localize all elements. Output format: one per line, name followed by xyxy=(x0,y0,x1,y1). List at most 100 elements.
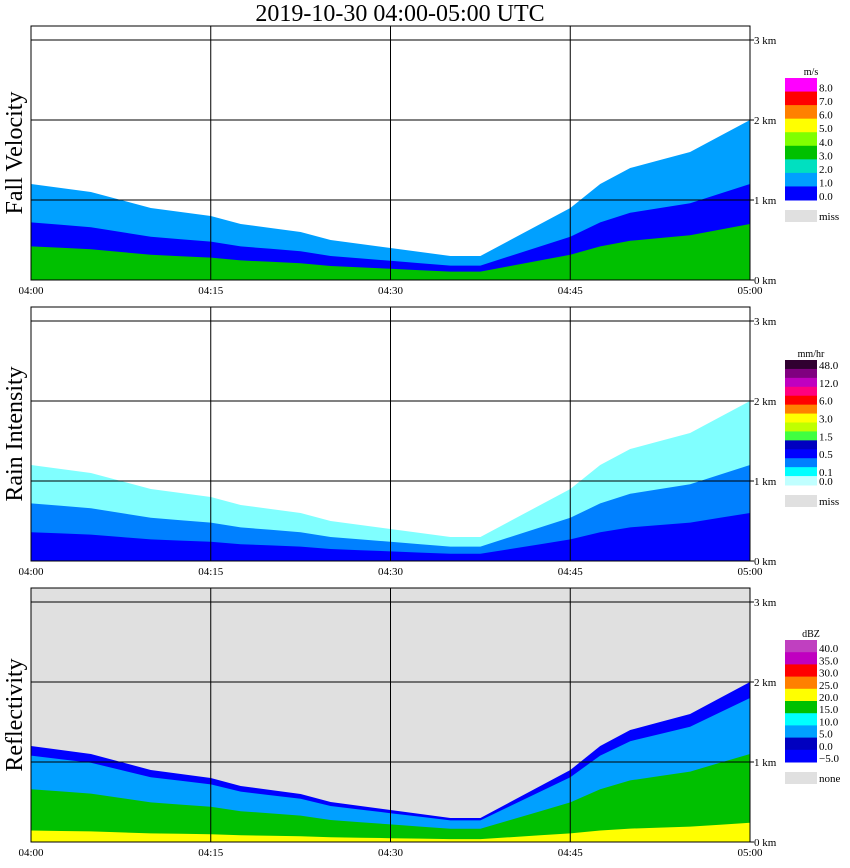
legend-swatch xyxy=(785,467,817,477)
panel-frame xyxy=(30,25,751,281)
x-tick-label: 04:45 xyxy=(558,285,584,297)
legend-label: 4.0 xyxy=(819,137,833,149)
legend-swatch xyxy=(785,78,817,93)
x-tick-label: 04:45 xyxy=(558,847,584,859)
x-tick-label: 04:15 xyxy=(198,847,224,859)
legend-swatch xyxy=(785,688,817,702)
legend-label: 5.0 xyxy=(819,123,833,135)
x-tick-label: 04:45 xyxy=(558,566,584,578)
legend-label: 0.1 xyxy=(819,467,833,479)
legend: dBZ 40.035.030.025.020.015.010.05.00.0−5.… xyxy=(785,629,841,785)
legend-swatch xyxy=(785,159,817,174)
y-tick-label: 1 km xyxy=(754,757,777,769)
legend-label: 15.0 xyxy=(819,704,839,716)
panel-frame xyxy=(30,306,751,562)
y-tick-label: 2 km xyxy=(754,115,777,127)
legend-label: 35.0 xyxy=(819,655,839,667)
legend-swatch xyxy=(785,458,817,468)
legend-swatch xyxy=(785,368,817,379)
legend-swatch xyxy=(785,449,817,459)
legend-swatch xyxy=(785,749,817,763)
x-tick-label: 04:30 xyxy=(378,285,404,297)
chart-title: 2019-10-30 04:00-05:00 UTC xyxy=(255,1,545,27)
legend-label: 2.0 xyxy=(819,164,833,176)
y-tick-label: 3 km xyxy=(754,35,777,47)
legend-swatch xyxy=(785,440,817,450)
legend-swatch xyxy=(785,476,817,486)
x-tick-label: 05:00 xyxy=(737,847,763,859)
x-tick-label: 05:00 xyxy=(737,285,763,297)
y-tick-label: 0 km xyxy=(754,556,777,568)
legend-label: 10.0 xyxy=(819,716,839,728)
y-axis-label: Fall Velocity xyxy=(2,92,28,215)
legend-missing-swatch xyxy=(785,210,817,222)
legend-unit: dBZ xyxy=(802,629,820,640)
legend-label: 1.5 xyxy=(819,431,833,443)
legend-label: 1.0 xyxy=(819,177,833,189)
x-tick-label: 04:00 xyxy=(18,847,44,859)
legend-swatch xyxy=(785,737,817,751)
legend-swatch xyxy=(785,395,817,406)
y-tick-label: 2 km xyxy=(754,677,777,689)
legend-label: 6.0 xyxy=(819,110,833,122)
y-axis-label: Reflectivity xyxy=(2,658,28,771)
x-tick-label: 04:00 xyxy=(18,566,44,578)
x-tick-label: 04:30 xyxy=(378,847,404,859)
legend-label: 3.0 xyxy=(819,150,833,162)
legend-label: 7.0 xyxy=(819,96,833,108)
legend-missing-swatch xyxy=(785,495,817,507)
legend-swatch xyxy=(785,413,817,423)
legend-label: 0.0 xyxy=(819,191,833,203)
legend-swatch xyxy=(785,676,817,690)
legend-swatch xyxy=(785,713,817,726)
legend-swatch xyxy=(785,118,817,133)
legend-unit: m/s xyxy=(804,67,819,78)
legend-label: 3.0 xyxy=(819,414,833,426)
legend-swatch xyxy=(785,360,817,370)
legend-swatch xyxy=(785,386,817,397)
x-tick-label: 04:00 xyxy=(18,285,44,297)
legend-missing-label: none xyxy=(819,773,841,785)
legend-label: 40.0 xyxy=(819,643,839,655)
legend-swatch xyxy=(785,640,817,653)
legend-swatch xyxy=(785,91,817,106)
x-tick-label: 04:15 xyxy=(198,285,224,297)
legend-swatch xyxy=(785,105,817,120)
legend-swatch xyxy=(785,186,817,201)
x-tick-label: 04:15 xyxy=(198,566,224,578)
legend-label: 0.0 xyxy=(819,476,833,488)
legend-missing-label: miss xyxy=(819,211,839,223)
legend-missing-swatch xyxy=(785,772,817,784)
y-tick-label: 0 km xyxy=(754,275,777,287)
y-tick-label: 2 km xyxy=(754,396,777,408)
legend-unit: mm/hr xyxy=(798,349,825,360)
y-axis-label: Rain Intensity xyxy=(2,366,28,501)
legend-label: 6.0 xyxy=(819,396,833,408)
legend-swatch xyxy=(785,725,817,739)
legend-label: 5.0 xyxy=(819,729,833,741)
y-tick-label: 3 km xyxy=(754,316,777,328)
legend-label: 25.0 xyxy=(819,680,839,692)
legend: m/s8.07.0 6.05.0 4.03.0 2.01.0 0.0 miss xyxy=(785,67,839,223)
legend-label: 8.0 xyxy=(819,83,833,95)
legend-label: 0.0 xyxy=(819,741,833,753)
legend-swatch xyxy=(785,664,817,678)
legend-swatch xyxy=(785,172,817,187)
x-tick-label: 05:00 xyxy=(737,566,763,578)
panel-3: 04:00 04:15 04:30 04:45 05:000 km 1 km 2 km 3 k… xyxy=(2,587,841,859)
panel-1: 04:00 04:15 04:30 04:45 05:000 km 1 km 2 km 3 k… xyxy=(2,25,839,297)
legend-label: 0.5 xyxy=(819,449,833,461)
y-tick-label: 1 km xyxy=(754,195,777,207)
panel-2: 04:00 04:15 04:30 04:45 05:000 km 1 km 2 km 3 k… xyxy=(2,306,839,578)
legend-missing-label: miss xyxy=(819,496,839,508)
legend-swatch xyxy=(785,652,817,665)
legend-swatch xyxy=(785,431,817,441)
y-tick-label: 0 km xyxy=(754,837,777,849)
legend-swatch xyxy=(785,132,817,147)
legend-swatch xyxy=(785,377,817,388)
legend-swatch xyxy=(785,701,817,714)
legend-label: 20.0 xyxy=(819,692,839,704)
legend-label: 12.0 xyxy=(819,378,839,390)
legend-label: 30.0 xyxy=(819,668,839,680)
